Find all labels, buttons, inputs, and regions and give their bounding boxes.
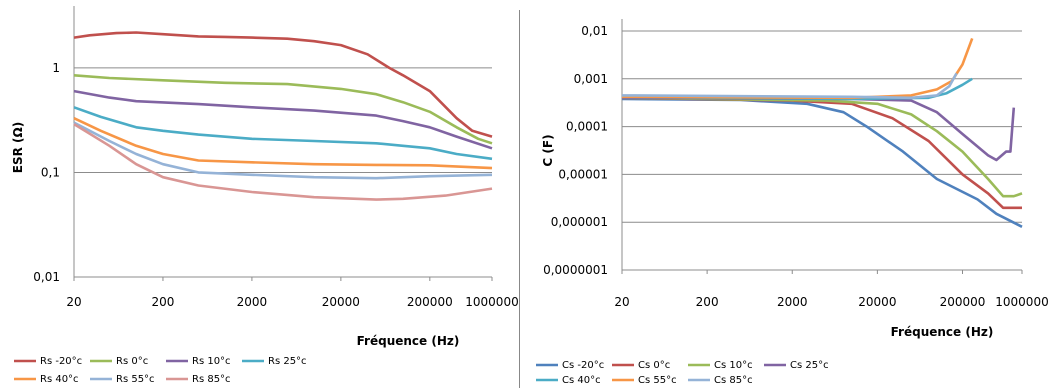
x-tick-label: 200000 — [940, 295, 986, 309]
series-line-rs-25-c — [73, 106, 493, 161]
series-line-cs-85-c — [621, 72, 958, 100]
esr-chart-panel: 0,01 0,1 1 20 200 2000 20000 200000 1000000 ESR (… — [0, 0, 519, 392]
y-tick-label: 1 — [52, 61, 60, 75]
legend-label: Cs 25°c — [790, 360, 829, 371]
series-line-rs-55-c — [73, 121, 493, 180]
legend: Rs -20°c Rs 0°c Rs 10°c Rs 25°c Rs 40°c Rs 55… — [14, 356, 307, 385]
legend-label: Rs -20°c — [40, 356, 82, 367]
y-tick-label: 0,01 — [33, 270, 60, 284]
y-axis-title: C (F) — [541, 134, 555, 166]
capacitance-chart-panel: 0,0000001 0,000001 0,00001 0,0001 0,001 0,01 2… — [522, 0, 1048, 392]
capacitance-chart: 0,0000001 0,000001 0,00001 0,0001 0,001 0,01 2… — [536, 19, 1048, 386]
legend: Cs -20°c Cs 0°c Cs 10°c Cs 25°c Cs 40°c Cs 55… — [536, 360, 829, 386]
x-tick-label: 20000 — [322, 295, 360, 309]
legend-label: Rs 40°c — [40, 374, 79, 385]
x-axis-title: Fréquence (Hz) — [357, 334, 460, 348]
y-tick-label: 0,00001 — [558, 167, 608, 181]
series-line-cs-20-c — [621, 97, 1023, 228]
y-axis-title: ESR (Ω) — [11, 122, 25, 173]
series-line-cs-10-c — [621, 96, 1023, 198]
x-tick-label: 20 — [66, 295, 81, 309]
series-line-rs-0-c — [73, 74, 493, 145]
legend-label: Cs 85°c — [714, 375, 753, 386]
x-tick-label: 200 — [152, 295, 175, 309]
x-axis-title: Fréquence (Hz) — [891, 325, 994, 339]
panel-divider — [519, 10, 520, 388]
legend-label: Cs 10°c — [714, 360, 753, 371]
y-tick-label: 0,1 — [41, 165, 60, 179]
legend-label: Cs 0°c — [638, 360, 670, 371]
legend-label: Rs 10°c — [192, 356, 231, 367]
x-tick-label: 2000 — [237, 295, 268, 309]
legend-label: Rs 0°c — [116, 356, 148, 367]
x-tick-label: 20 — [614, 295, 629, 309]
y-tick-label: 0,001 — [574, 72, 608, 86]
y-tick-label: 0,0000001 — [543, 263, 608, 277]
x-tick-label: 20000 — [858, 295, 896, 309]
x-tick-label: 2000 — [777, 295, 808, 309]
series-line-rs-10-c — [73, 89, 493, 150]
x-tick-label: 200000 — [407, 295, 453, 309]
legend-label: Cs 40°c — [562, 375, 601, 386]
esr-chart: 0,01 0,1 1 20 200 2000 20000 200000 1000000 ESR (… — [11, 6, 519, 385]
series-line-cs-55-c — [621, 37, 974, 100]
x-tick-label: 1000000 — [995, 295, 1048, 309]
y-tick-label: 0,0001 — [566, 120, 608, 134]
series-line-rs-85-c — [73, 122, 493, 201]
x-tick-label: 1000000 — [465, 295, 518, 309]
y-tick-label: 0,01 — [581, 24, 608, 38]
series-line-rs-20-c — [73, 31, 493, 138]
series-line-rs-40-c — [73, 117, 493, 170]
legend-label: Cs -20°c — [562, 360, 604, 371]
legend-label: Cs 55°c — [638, 375, 677, 386]
legend-label: Rs 25°c — [268, 356, 307, 367]
y-tick-label: 0,000001 — [551, 215, 608, 229]
x-tick-label: 200 — [696, 295, 719, 309]
legend-label: Rs 55°c — [116, 374, 155, 385]
legend-label: Rs 85°c — [192, 374, 231, 385]
